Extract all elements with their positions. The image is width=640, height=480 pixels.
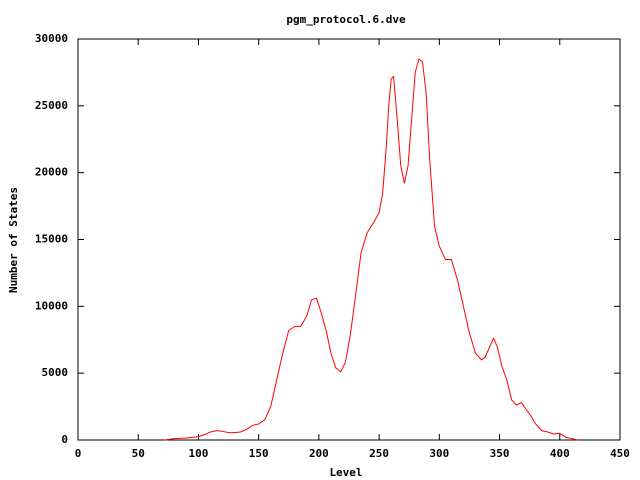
y-tick-label: 10000 xyxy=(35,299,68,312)
y-tick-label: 20000 xyxy=(35,166,68,179)
x-tick-label: 150 xyxy=(249,447,269,460)
x-tick-label: 300 xyxy=(429,447,449,460)
x-tick-label: 350 xyxy=(490,447,510,460)
chart-title: pgm_protocol.6.dve xyxy=(286,13,406,26)
x-tick-label: 0 xyxy=(75,447,82,460)
y-tick-label: 25000 xyxy=(35,99,68,112)
y-tick-label: 15000 xyxy=(35,233,68,246)
y-tick-label: 0 xyxy=(61,433,68,446)
data-line xyxy=(164,58,578,441)
x-tick-label: 400 xyxy=(550,447,570,460)
y-tick-label: 30000 xyxy=(35,32,68,45)
y-tick-label: 5000 xyxy=(42,366,69,379)
plot-border xyxy=(77,38,621,441)
x-tick-label: 450 xyxy=(610,447,630,460)
x-axis-label: Level xyxy=(329,466,362,479)
y-axis-label: Number of States xyxy=(7,187,20,293)
x-tick-label: 200 xyxy=(309,447,329,460)
x-tick-label: 50 xyxy=(132,447,145,460)
x-tick-label: 100 xyxy=(189,447,209,460)
x-tick-label: 250 xyxy=(369,447,389,460)
